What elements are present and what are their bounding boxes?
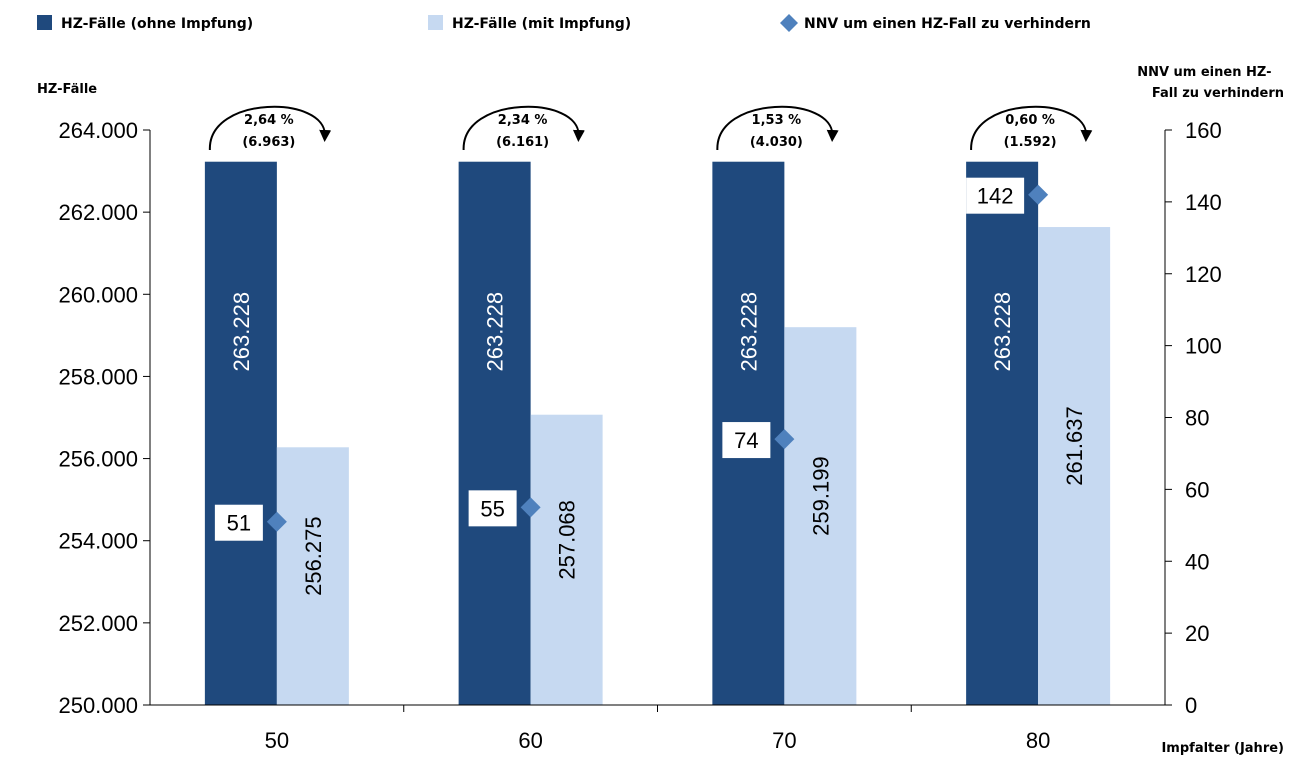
nnv-marker [1028, 184, 1049, 205]
legend-label-ohne-impfung: HZ-Fälle (ohne Impfung) [61, 16, 253, 32]
bar-mit-impfung [784, 327, 857, 705]
x-tick-label: 50 [265, 728, 289, 753]
change-percent-label: 1,53 % [752, 113, 802, 128]
bar-value-label-mit-impfung: 257.068 [555, 500, 580, 580]
nnv-label-box [214, 504, 263, 541]
y-right-tick-label: 120 [1185, 262, 1222, 287]
nnv-label-box [722, 422, 771, 459]
y-right-tick-label: 60 [1185, 477, 1209, 502]
y-axis-title-left: HZ-Fälle [37, 82, 97, 97]
bar-value-label-ohne-impfung: 263.228 [229, 292, 254, 372]
y-left-tick-label: 264.000 [58, 118, 138, 143]
change-count-label: (4.030) [750, 135, 803, 150]
y-left-tick-label: 258.000 [58, 364, 138, 389]
annotations: 2,64 % (6.963) 2,34 % (6.161) 1,53 % (4.030) 0… [208, 105, 1093, 151]
nnv-label: 74 [734, 428, 758, 453]
x-tick-label: 70 [772, 728, 796, 753]
y-right-tick-label: 40 [1185, 549, 1209, 574]
y-left-tick-label: 250.000 [58, 693, 138, 718]
y-right-tick-label: 140 [1185, 190, 1222, 215]
legend-swatch-ohne-impfung [37, 15, 52, 30]
x-tick-label: 60 [518, 728, 542, 753]
y-left-tick-label: 256.000 [58, 447, 138, 472]
x-axis: 50 60 70 80 [150, 704, 1165, 753]
y-right-tick-label: 20 [1185, 621, 1209, 646]
nnv-marker [266, 511, 287, 532]
change-count-label: (6.963) [242, 135, 295, 150]
legend-swatch-mit-impfung [428, 15, 443, 30]
y-axis-title-right-line-1: NNV um einen HZ- [1137, 65, 1271, 80]
bar-ohne-impfung [458, 161, 531, 705]
bar-ohne-impfung [204, 161, 277, 705]
y-left-tick-label: 254.000 [58, 529, 138, 554]
y-left-tick-label: 260.000 [58, 282, 138, 307]
change-arrow [716, 105, 839, 151]
bar-value-label-mit-impfung: 259.199 [808, 456, 833, 536]
bars: 263.228 256.275 263.228 257.068 263.228 259.1… [204, 161, 1111, 705]
y-axis-right: 0 20 40 60 80 100 120 140 160 [1164, 118, 1222, 718]
change-percent-label: 0,60 % [1005, 113, 1055, 128]
bar-value-label-ohne-impfung: 263.228 [483, 292, 508, 372]
bar-mit-impfung [530, 414, 603, 705]
nnv-label: 142 [977, 184, 1014, 209]
change-percent-label: 2,64 % [244, 113, 294, 128]
y-right-tick-label: 0 [1185, 693, 1197, 718]
nnv-label: 51 [227, 511, 251, 536]
x-axis-title: Impfalter (Jahre) [1161, 741, 1284, 756]
legend-label-mit-impfung: HZ-Fälle (mit Impfung) [452, 16, 631, 32]
y-right-tick-label: 80 [1185, 406, 1209, 431]
nnv-series: 51 55 74 142 [214, 177, 1049, 541]
nnv-marker [774, 429, 795, 450]
y-right-tick-label: 100 [1185, 334, 1222, 359]
legend-label-nnv: NNV um einen HZ-Fall zu verhindern [804, 16, 1091, 32]
y-right-tick-label: 160 [1185, 118, 1222, 143]
bar-mit-impfung [1038, 227, 1111, 705]
change-percent-label: 2,34 % [498, 113, 548, 128]
y-axis-left: 250.000 252.000 254.000 256.000 258.000 260.0… [58, 118, 151, 718]
bar-value-label-ohne-impfung: 263.228 [990, 292, 1015, 372]
legend: HZ-Fälle (ohne Impfung) HZ-Fälle (mit Im… [37, 14, 1091, 32]
nnv-label-box [468, 490, 517, 527]
y-left-tick-label: 252.000 [58, 611, 138, 636]
change-count-label: (1.592) [1004, 135, 1057, 150]
y-axis-title-right-line-2: Fall zu verhindern [1152, 86, 1284, 101]
bar-value-label-ohne-impfung: 263.228 [736, 292, 761, 372]
nnv-marker [520, 497, 541, 518]
bar-ohne-impfung [966, 161, 1039, 705]
change-arrow [208, 105, 332, 151]
bar-value-label-mit-impfung: 261.637 [1062, 406, 1087, 486]
x-tick-label: 80 [1026, 728, 1050, 753]
bar-value-label-mit-impfung: 256.275 [301, 516, 326, 596]
bar-mit-impfung [276, 447, 349, 705]
change-arrow [970, 105, 1093, 151]
legend-marker-nnv [780, 14, 798, 32]
nnv-label: 55 [480, 496, 504, 521]
nnv-label-box [966, 177, 1025, 214]
y-axis-title-right: NNV um einen HZ- Fall zu verhindern [1137, 65, 1284, 101]
y-left-tick-label: 262.000 [58, 200, 138, 225]
change-arrow [462, 105, 585, 151]
change-count-label: (6.161) [496, 135, 549, 150]
